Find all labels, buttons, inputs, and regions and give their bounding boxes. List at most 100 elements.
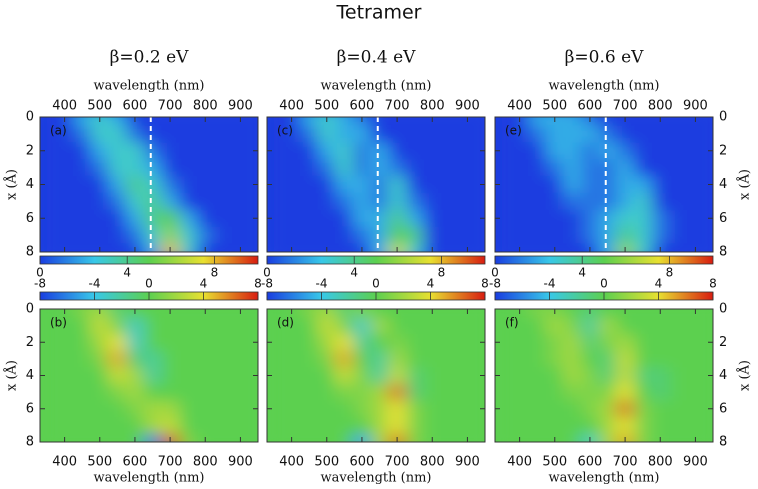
heatmap-cell (196, 367, 215, 385)
heatmap-cell (669, 417, 688, 435)
heatmap-cell (370, 317, 389, 335)
heatmap-cell (495, 243, 512, 252)
colorbar-tick-label: -8 (489, 277, 501, 291)
heatmap-cell (267, 333, 284, 352)
heatmap-cell (388, 176, 407, 194)
heatmap-cell (405, 383, 424, 401)
heatmap-cell (267, 117, 284, 126)
x-tick-label: 800 (193, 455, 218, 470)
heatmap-cell (214, 243, 233, 252)
heatmap-cell (388, 333, 407, 352)
panel-label: (d) (277, 316, 294, 330)
heatmap-cell (528, 192, 547, 211)
heatmap-cell (126, 209, 145, 228)
heatmap-cell (214, 367, 233, 385)
heatmap-cell (458, 417, 477, 435)
heatmap-cell (178, 367, 197, 385)
heatmap-cell (196, 159, 215, 177)
heatmap-cell (370, 243, 389, 252)
heatmap-cell (476, 433, 485, 442)
heatmap-cell (423, 192, 442, 211)
heatmap-cell (528, 333, 547, 352)
heatmap-cell (161, 192, 180, 211)
heatmap-cell (633, 367, 652, 385)
heatmap-cell (267, 226, 284, 245)
colorbar-tick-label: -8 (261, 277, 273, 291)
heatmap-cell (178, 117, 197, 126)
heatmap-cell (495, 117, 512, 126)
heatmap-cell (528, 125, 547, 143)
heatmap-cell (651, 400, 670, 418)
heatmap-cell (161, 176, 180, 194)
heatmap-cell (143, 176, 162, 194)
heatmap-cell (108, 142, 127, 160)
heatmap-cell (249, 226, 258, 245)
heatmap-cell (669, 159, 688, 177)
heatmap-cell (441, 192, 460, 211)
colorbar-tick-label: 0 (600, 277, 608, 291)
heatmap-cell (598, 243, 617, 252)
heatmap-cell (214, 125, 233, 143)
heatmap-cell (40, 243, 57, 252)
heatmap-cell (476, 350, 485, 368)
colorbar-tick-label: 8 (211, 266, 219, 280)
heatmap-cell (73, 417, 92, 435)
heatmap-cell (335, 209, 354, 228)
heatmap-cell (231, 226, 250, 245)
heatmap-cell (353, 383, 372, 401)
heatmap-cell (55, 417, 74, 435)
heatmap-cell (686, 400, 705, 418)
heatmap-cell (317, 192, 337, 211)
heatmap-cell (633, 176, 652, 194)
colorbar-tick-label: 0 (372, 277, 380, 291)
heatmap-cell (282, 142, 301, 160)
heatmap-cell (581, 317, 600, 335)
heatmap-cell (510, 176, 529, 194)
heatmap-cell (214, 309, 233, 318)
heatmap-cell (108, 176, 127, 194)
panel-subtitle: β=0.4 eV (337, 48, 417, 68)
heatmap-cell (476, 117, 485, 126)
heatmap-cell (545, 367, 565, 385)
heatmap-cell (686, 333, 705, 352)
heatmap-cell (405, 309, 424, 318)
x-tick-label: 400 (52, 455, 77, 470)
heatmap-cell (669, 226, 688, 245)
heatmap-cell (704, 226, 713, 245)
y-tick-label: 0 (26, 110, 34, 125)
heatmap-cell (510, 350, 529, 368)
heatmap-cell (528, 433, 547, 442)
heatmap-cell (300, 433, 319, 442)
colorbar-tick-label: 8 (481, 277, 489, 291)
heatmap-cell (267, 243, 284, 252)
heatmap-cell (267, 367, 284, 385)
heatmap-cell (161, 367, 180, 385)
heatmap-cell (405, 243, 424, 252)
panel-subtitle: β=0.6 eV (565, 48, 645, 68)
heatmap-cell (616, 192, 635, 211)
heatmap-cell (335, 192, 354, 211)
heatmap-cell (267, 209, 284, 228)
y-tick-label: 0 (719, 302, 727, 317)
figure-title: Tetramer (336, 2, 422, 24)
heatmap-cell (353, 159, 372, 177)
heatmap-cell (458, 142, 477, 160)
heatmap-cell (108, 125, 127, 143)
heatmap-cell (388, 142, 407, 160)
heatmap-cell (40, 400, 57, 418)
heatmap-cell (55, 400, 74, 418)
heatmap-cell (528, 367, 547, 385)
heatmap-cells (495, 117, 713, 252)
heatmap-cell (528, 317, 547, 335)
heatmap-cell (510, 367, 529, 385)
heatmap-cell (581, 125, 600, 143)
x-tick-label: 800 (193, 99, 218, 114)
heatmap-cell (598, 125, 617, 143)
x-tick-label: 800 (648, 99, 673, 114)
heatmap-cell (267, 400, 284, 418)
heatmap-cell (388, 125, 407, 143)
heatmap-cell (370, 417, 389, 435)
heatmap-cell (616, 226, 635, 245)
heatmap-cell (528, 243, 547, 252)
